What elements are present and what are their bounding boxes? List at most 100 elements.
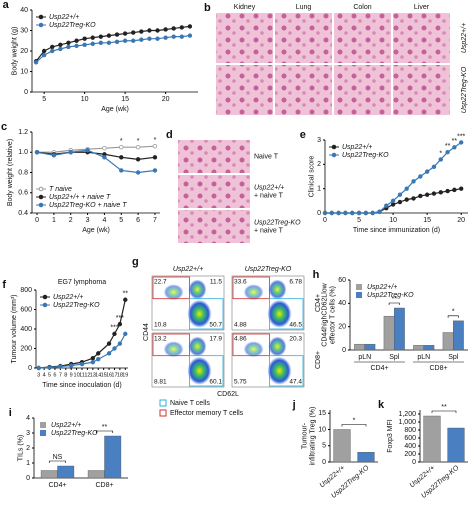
y-tick-label: 2 (26, 445, 30, 452)
point (397, 192, 403, 197)
point (445, 149, 450, 155)
point (390, 198, 396, 204)
point (98, 34, 104, 39)
point (147, 28, 152, 33)
x-tick-label: 4 (102, 217, 106, 224)
legend-marker (42, 302, 48, 308)
quadrant-value: 46.5 (289, 322, 302, 329)
point (152, 155, 158, 160)
x-tick-label: 10 (81, 96, 89, 103)
y-tick-label: 800 (404, 427, 416, 434)
density (268, 279, 287, 300)
legend-marker (331, 152, 337, 158)
y-axis-label: Body weight (relative) (7, 139, 14, 206)
quadrant-value: 17.9 (209, 336, 222, 343)
point (119, 168, 124, 173)
legend-label: Naive T cells (170, 400, 210, 407)
point (36, 365, 41, 371)
quadrant-value: 8.81 (154, 379, 167, 386)
point (458, 140, 464, 145)
bar (453, 320, 464, 351)
point (102, 145, 107, 151)
y-tick-label: 5 (322, 443, 326, 450)
bar (104, 435, 122, 479)
point (106, 40, 112, 45)
panel-label: d (166, 129, 173, 141)
significance: ** (441, 404, 447, 411)
row-label: Usp22Treg-KO (254, 219, 301, 226)
point (102, 155, 107, 160)
y-tick-label: 20 (338, 324, 346, 331)
naive-gate (269, 298, 304, 330)
row-label: + naive T (254, 192, 284, 199)
effector-gate (232, 276, 270, 300)
x-tick-label: 4 (43, 372, 46, 378)
histology-image (216, 13, 273, 63)
point (155, 36, 160, 41)
x-tick-label: 15 (121, 96, 129, 103)
bar (423, 345, 435, 351)
point (123, 331, 128, 337)
series-line (37, 145, 155, 153)
row-label: Usp22Treg-KO (461, 66, 468, 113)
legend-label: T naive (49, 186, 72, 193)
point (119, 144, 124, 150)
x-tick-label: 7 (153, 217, 157, 224)
point (322, 210, 328, 216)
x-tick-label: Spl (448, 354, 459, 361)
density (188, 279, 207, 300)
point (438, 157, 443, 162)
quadrant-value: 4.88 (234, 322, 247, 329)
significance: * (452, 309, 455, 316)
point (112, 331, 117, 337)
y-tick-label: 0.4 (18, 210, 28, 217)
x-tick-label: 3 (86, 217, 90, 224)
bar (354, 343, 365, 351)
x-tick-label: 15 (423, 217, 431, 224)
x-tick-label: 20 (162, 96, 170, 103)
density (268, 336, 287, 357)
histology-image (178, 140, 250, 173)
significance-bracket (388, 302, 400, 305)
x-tick-label: 10 (389, 217, 397, 224)
row-label: + naive T (254, 227, 284, 234)
point (50, 44, 55, 50)
point (58, 42, 63, 48)
significance: ** (123, 291, 129, 298)
x-tick-label: CD4+ (48, 482, 66, 489)
x-tick-label: 5 (48, 372, 51, 378)
point (187, 33, 193, 38)
bar (357, 452, 375, 463)
x-tick-label: 0 (35, 217, 39, 224)
point (112, 346, 117, 351)
point (147, 36, 152, 41)
column-label: Colon (353, 4, 371, 11)
point (152, 168, 158, 173)
group-label: CD4+ (370, 365, 388, 372)
legend-label: Usp22+/+ (367, 284, 397, 291)
legend-label: Usp22Treg-KO (49, 22, 96, 29)
naive-gate (269, 355, 304, 387)
y-axis-label: CD44highCD62Llow (321, 282, 328, 346)
column-label: Liver (414, 4, 430, 11)
point (122, 38, 128, 43)
x-tick-label: 12 (84, 372, 90, 378)
x-tick-label: 14 (95, 372, 101, 378)
point (135, 144, 141, 150)
x-tick-label: 9 (70, 372, 73, 378)
column-label: Usp22Treg-KO (245, 266, 292, 273)
x-tick-label: 13 (90, 372, 96, 378)
quadrant-value: 6.78 (289, 279, 302, 286)
x-tick-label: 17 (111, 372, 117, 378)
point (329, 210, 335, 216)
legend-label: Usp22Treg-KO + naive T (49, 202, 127, 209)
point (74, 38, 79, 43)
legend-swatch (40, 422, 46, 428)
point (33, 60, 39, 65)
point (122, 31, 128, 36)
y-tick-label: 200 (404, 451, 416, 458)
point (50, 48, 55, 54)
y-tick-label: 2 (317, 161, 321, 168)
x-tick-label: Spl (389, 354, 400, 361)
